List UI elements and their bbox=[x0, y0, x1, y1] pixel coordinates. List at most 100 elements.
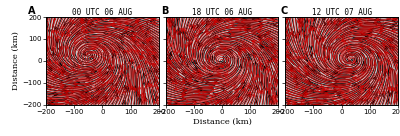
FancyArrowPatch shape bbox=[101, 88, 105, 92]
FancyArrowPatch shape bbox=[246, 93, 250, 98]
FancyArrowPatch shape bbox=[137, 70, 140, 74]
FancyArrowPatch shape bbox=[226, 99, 229, 102]
FancyArrowPatch shape bbox=[182, 61, 185, 65]
FancyArrowPatch shape bbox=[53, 30, 56, 33]
FancyArrowPatch shape bbox=[156, 70, 160, 74]
FancyArrowPatch shape bbox=[77, 31, 80, 35]
FancyArrowPatch shape bbox=[336, 66, 340, 69]
FancyArrowPatch shape bbox=[379, 31, 382, 34]
FancyArrowPatch shape bbox=[270, 60, 273, 63]
FancyArrowPatch shape bbox=[60, 86, 63, 89]
FancyArrowPatch shape bbox=[192, 24, 195, 28]
FancyArrowPatch shape bbox=[197, 89, 200, 92]
FancyArrowPatch shape bbox=[124, 50, 127, 53]
FancyArrowPatch shape bbox=[259, 21, 263, 24]
X-axis label: Distance (km): Distance (km) bbox=[192, 118, 252, 126]
FancyArrowPatch shape bbox=[304, 72, 308, 76]
FancyArrowPatch shape bbox=[172, 79, 176, 82]
FancyArrowPatch shape bbox=[80, 91, 84, 95]
FancyArrowPatch shape bbox=[116, 97, 118, 100]
FancyArrowPatch shape bbox=[180, 28, 183, 31]
FancyArrowPatch shape bbox=[352, 18, 356, 20]
FancyArrowPatch shape bbox=[333, 50, 336, 54]
FancyArrowPatch shape bbox=[220, 65, 224, 68]
FancyArrowPatch shape bbox=[184, 31, 187, 35]
FancyArrowPatch shape bbox=[260, 46, 264, 50]
FancyArrowPatch shape bbox=[145, 33, 148, 37]
FancyArrowPatch shape bbox=[213, 35, 217, 38]
FancyArrowPatch shape bbox=[239, 64, 242, 68]
FancyArrowPatch shape bbox=[287, 34, 290, 37]
FancyArrowPatch shape bbox=[344, 41, 348, 44]
FancyArrowPatch shape bbox=[302, 29, 306, 33]
FancyArrowPatch shape bbox=[392, 30, 396, 33]
FancyArrowPatch shape bbox=[314, 28, 316, 31]
FancyArrowPatch shape bbox=[254, 55, 257, 58]
FancyArrowPatch shape bbox=[149, 69, 152, 73]
FancyArrowPatch shape bbox=[167, 55, 170, 59]
FancyArrowPatch shape bbox=[149, 37, 152, 40]
FancyArrowPatch shape bbox=[384, 52, 388, 55]
FancyArrowPatch shape bbox=[198, 47, 201, 50]
FancyArrowPatch shape bbox=[304, 92, 307, 95]
Title: 00 UTC 06 AUG: 00 UTC 06 AUG bbox=[72, 8, 132, 17]
FancyArrowPatch shape bbox=[213, 93, 217, 97]
FancyArrowPatch shape bbox=[110, 80, 113, 83]
FancyArrowPatch shape bbox=[56, 36, 58, 39]
FancyArrowPatch shape bbox=[396, 64, 399, 68]
FancyArrowPatch shape bbox=[182, 79, 185, 81]
FancyArrowPatch shape bbox=[366, 16, 370, 19]
FancyArrowPatch shape bbox=[53, 74, 57, 77]
FancyArrowPatch shape bbox=[167, 66, 171, 70]
FancyArrowPatch shape bbox=[198, 69, 201, 72]
FancyArrowPatch shape bbox=[287, 99, 290, 102]
FancyArrowPatch shape bbox=[108, 65, 111, 69]
FancyArrowPatch shape bbox=[365, 95, 368, 99]
FancyArrowPatch shape bbox=[214, 94, 217, 96]
FancyArrowPatch shape bbox=[123, 70, 126, 73]
FancyArrowPatch shape bbox=[134, 50, 137, 54]
FancyArrowPatch shape bbox=[393, 18, 396, 21]
FancyArrowPatch shape bbox=[248, 85, 251, 89]
FancyArrowPatch shape bbox=[118, 75, 122, 79]
FancyArrowPatch shape bbox=[294, 50, 297, 53]
FancyArrowPatch shape bbox=[390, 87, 393, 91]
FancyArrowPatch shape bbox=[114, 83, 117, 87]
FancyArrowPatch shape bbox=[334, 89, 337, 92]
FancyArrowPatch shape bbox=[206, 31, 210, 34]
FancyArrowPatch shape bbox=[296, 20, 299, 23]
FancyArrowPatch shape bbox=[323, 38, 326, 42]
FancyArrowPatch shape bbox=[129, 60, 132, 64]
FancyArrowPatch shape bbox=[185, 36, 188, 40]
FancyArrowPatch shape bbox=[171, 59, 174, 62]
FancyArrowPatch shape bbox=[96, 100, 100, 103]
FancyArrowPatch shape bbox=[373, 76, 376, 80]
FancyArrowPatch shape bbox=[45, 17, 48, 21]
FancyArrowPatch shape bbox=[267, 60, 270, 64]
FancyArrowPatch shape bbox=[256, 86, 260, 90]
FancyArrowPatch shape bbox=[271, 57, 275, 61]
FancyArrowPatch shape bbox=[124, 51, 127, 55]
FancyArrowPatch shape bbox=[114, 90, 117, 94]
FancyArrowPatch shape bbox=[147, 39, 150, 42]
FancyArrowPatch shape bbox=[86, 83, 89, 86]
FancyArrowPatch shape bbox=[176, 100, 179, 103]
FancyArrowPatch shape bbox=[266, 91, 270, 95]
FancyArrowPatch shape bbox=[194, 67, 198, 70]
FancyArrowPatch shape bbox=[323, 99, 327, 102]
FancyArrowPatch shape bbox=[154, 63, 156, 67]
FancyArrowPatch shape bbox=[184, 70, 187, 73]
FancyArrowPatch shape bbox=[188, 79, 192, 81]
FancyArrowPatch shape bbox=[242, 24, 246, 28]
FancyArrowPatch shape bbox=[328, 19, 330, 23]
FancyArrowPatch shape bbox=[199, 30, 202, 33]
FancyArrowPatch shape bbox=[219, 100, 223, 103]
FancyArrowPatch shape bbox=[58, 47, 61, 51]
FancyArrowPatch shape bbox=[348, 49, 352, 51]
FancyArrowPatch shape bbox=[357, 100, 360, 103]
FancyArrowPatch shape bbox=[84, 92, 88, 95]
FancyArrowPatch shape bbox=[367, 87, 370, 91]
FancyArrowPatch shape bbox=[99, 39, 102, 41]
FancyArrowPatch shape bbox=[142, 31, 146, 33]
FancyArrowPatch shape bbox=[228, 35, 231, 38]
